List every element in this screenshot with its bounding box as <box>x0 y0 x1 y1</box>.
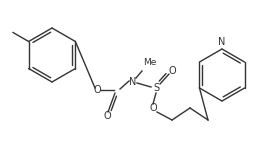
Text: N: N <box>218 37 226 47</box>
Text: O: O <box>103 111 111 121</box>
Text: O: O <box>168 66 176 76</box>
Text: O: O <box>93 85 101 95</box>
Text: O: O <box>149 103 157 113</box>
Text: Me: Me <box>143 58 156 67</box>
Text: N: N <box>129 77 137 87</box>
Text: S: S <box>153 83 159 93</box>
